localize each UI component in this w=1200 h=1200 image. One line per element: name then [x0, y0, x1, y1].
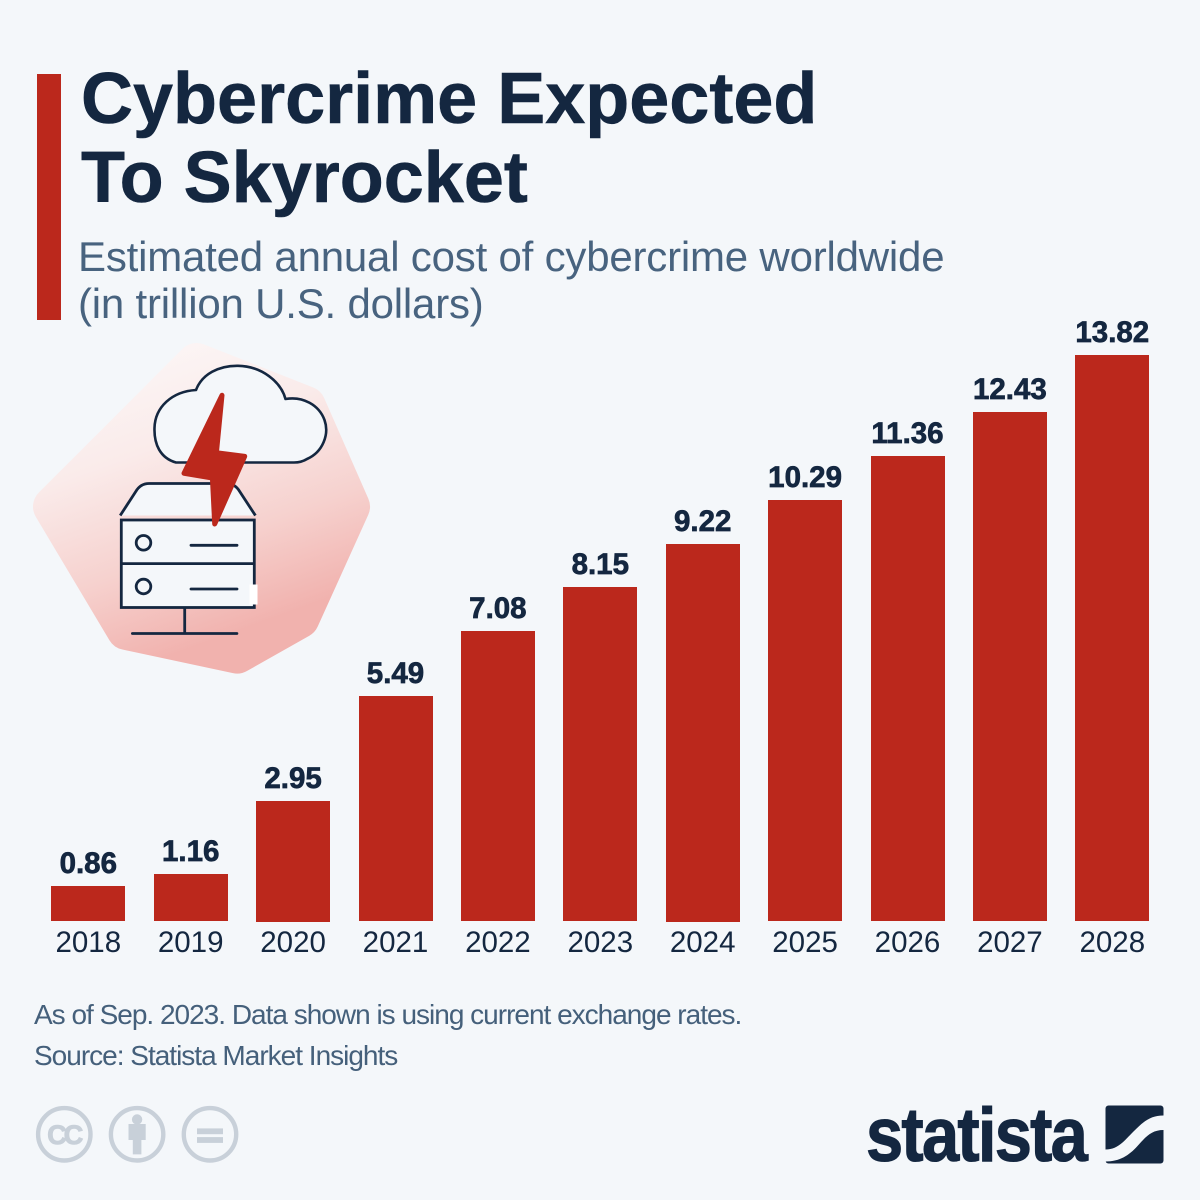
svg-text:CC: CC	[47, 1120, 82, 1150]
